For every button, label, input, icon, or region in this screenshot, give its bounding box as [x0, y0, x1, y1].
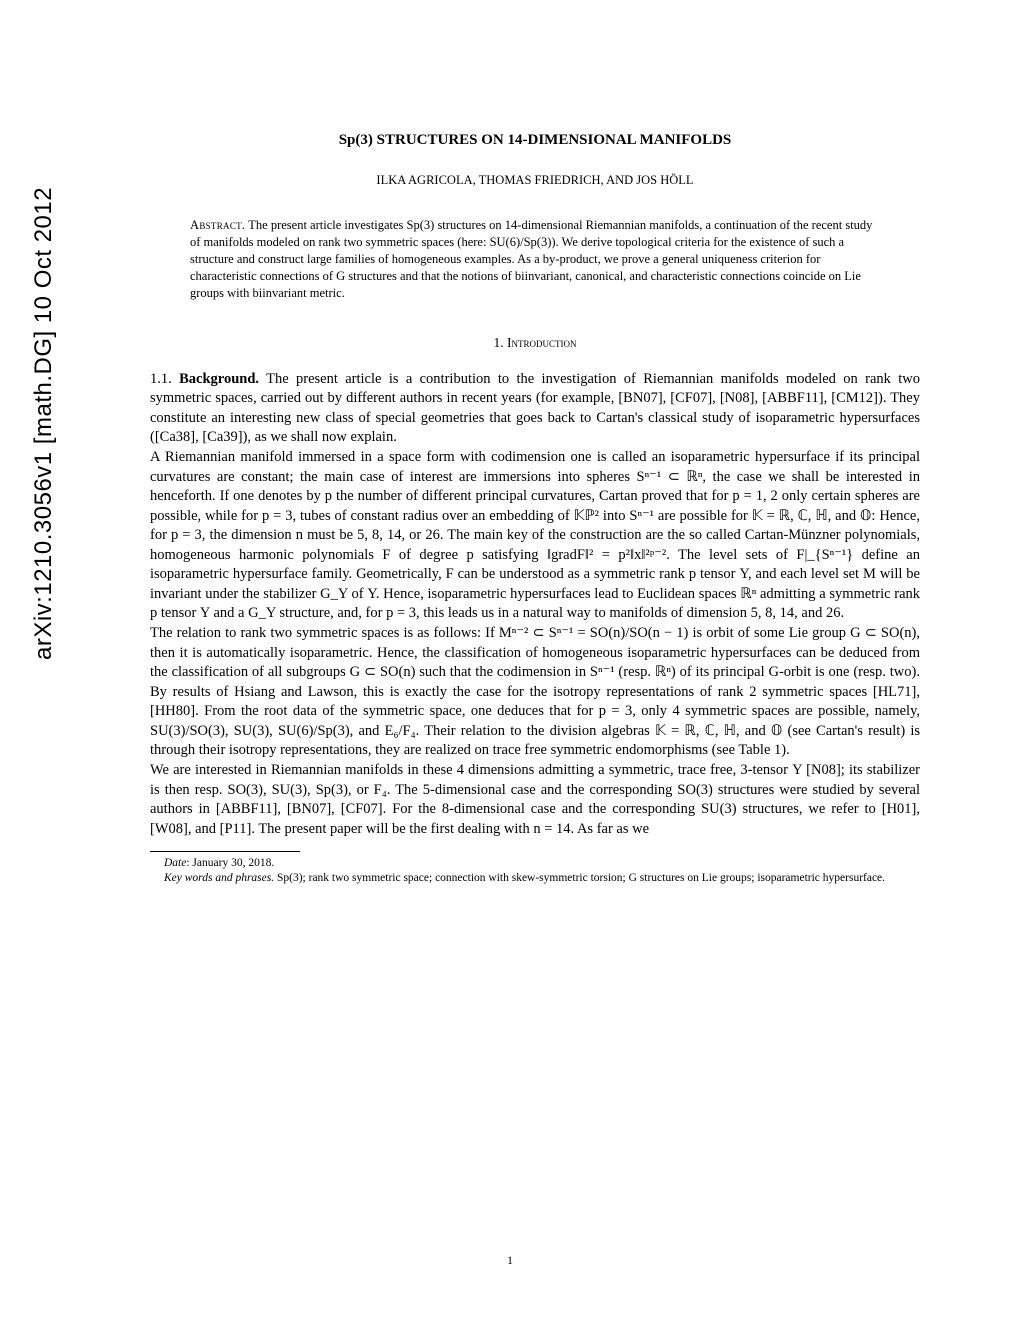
subsection-title: Background. — [179, 371, 259, 387]
footnote-date-label: Date — [164, 857, 186, 869]
body-paragraph-2: A Riemannian manifold immersed in a spac… — [150, 448, 920, 624]
paper-content: Sp(3) STRUCTURES ON 14-DIMENSIONAL MANIF… — [150, 130, 920, 886]
section-title: Introduction — [507, 335, 577, 350]
paper-authors: ILKA AGRICOLA, THOMAS FRIEDRICH, AND JOS… — [150, 172, 920, 189]
section-heading: 1. Introduction — [150, 334, 920, 352]
body-paragraph-3: The relation to rank two symmetric space… — [150, 624, 920, 761]
body-paragraph-4: We are interested in Riemannian manifold… — [150, 761, 920, 839]
abstract-label: Abstract. — [190, 218, 245, 232]
abstract: Abstract. The present article investigat… — [190, 217, 880, 301]
footnote-keywords-value: Sp(3); rank two symmetric space; connect… — [274, 872, 885, 884]
footnote-keywords: Key words and phrases. Sp(3); rank two s… — [150, 871, 920, 886]
footnote-date: Date: January 30, 2018. — [150, 856, 920, 871]
body-paragraph-1: 1.1. Background. The present article is … — [150, 370, 920, 448]
para1-text: The present article is a contribution to… — [150, 371, 920, 446]
footnote-keywords-label: Key words and phrases. — [164, 872, 274, 884]
footnote-date-value: : January 30, 2018. — [186, 857, 274, 869]
paper-title: Sp(3) STRUCTURES ON 14-DIMENSIONAL MANIF… — [150, 130, 920, 150]
section-number: 1. — [494, 335, 504, 350]
footnote-rule — [150, 851, 300, 852]
page-number: 1 — [507, 1252, 513, 1268]
abstract-text: The present article investigates Sp(3) s… — [190, 218, 872, 300]
arxiv-identifier: arXiv:1210.3056v1 [math.DG] 10 Oct 2012 — [28, 187, 60, 660]
subsection-number: 1.1. — [150, 371, 172, 387]
